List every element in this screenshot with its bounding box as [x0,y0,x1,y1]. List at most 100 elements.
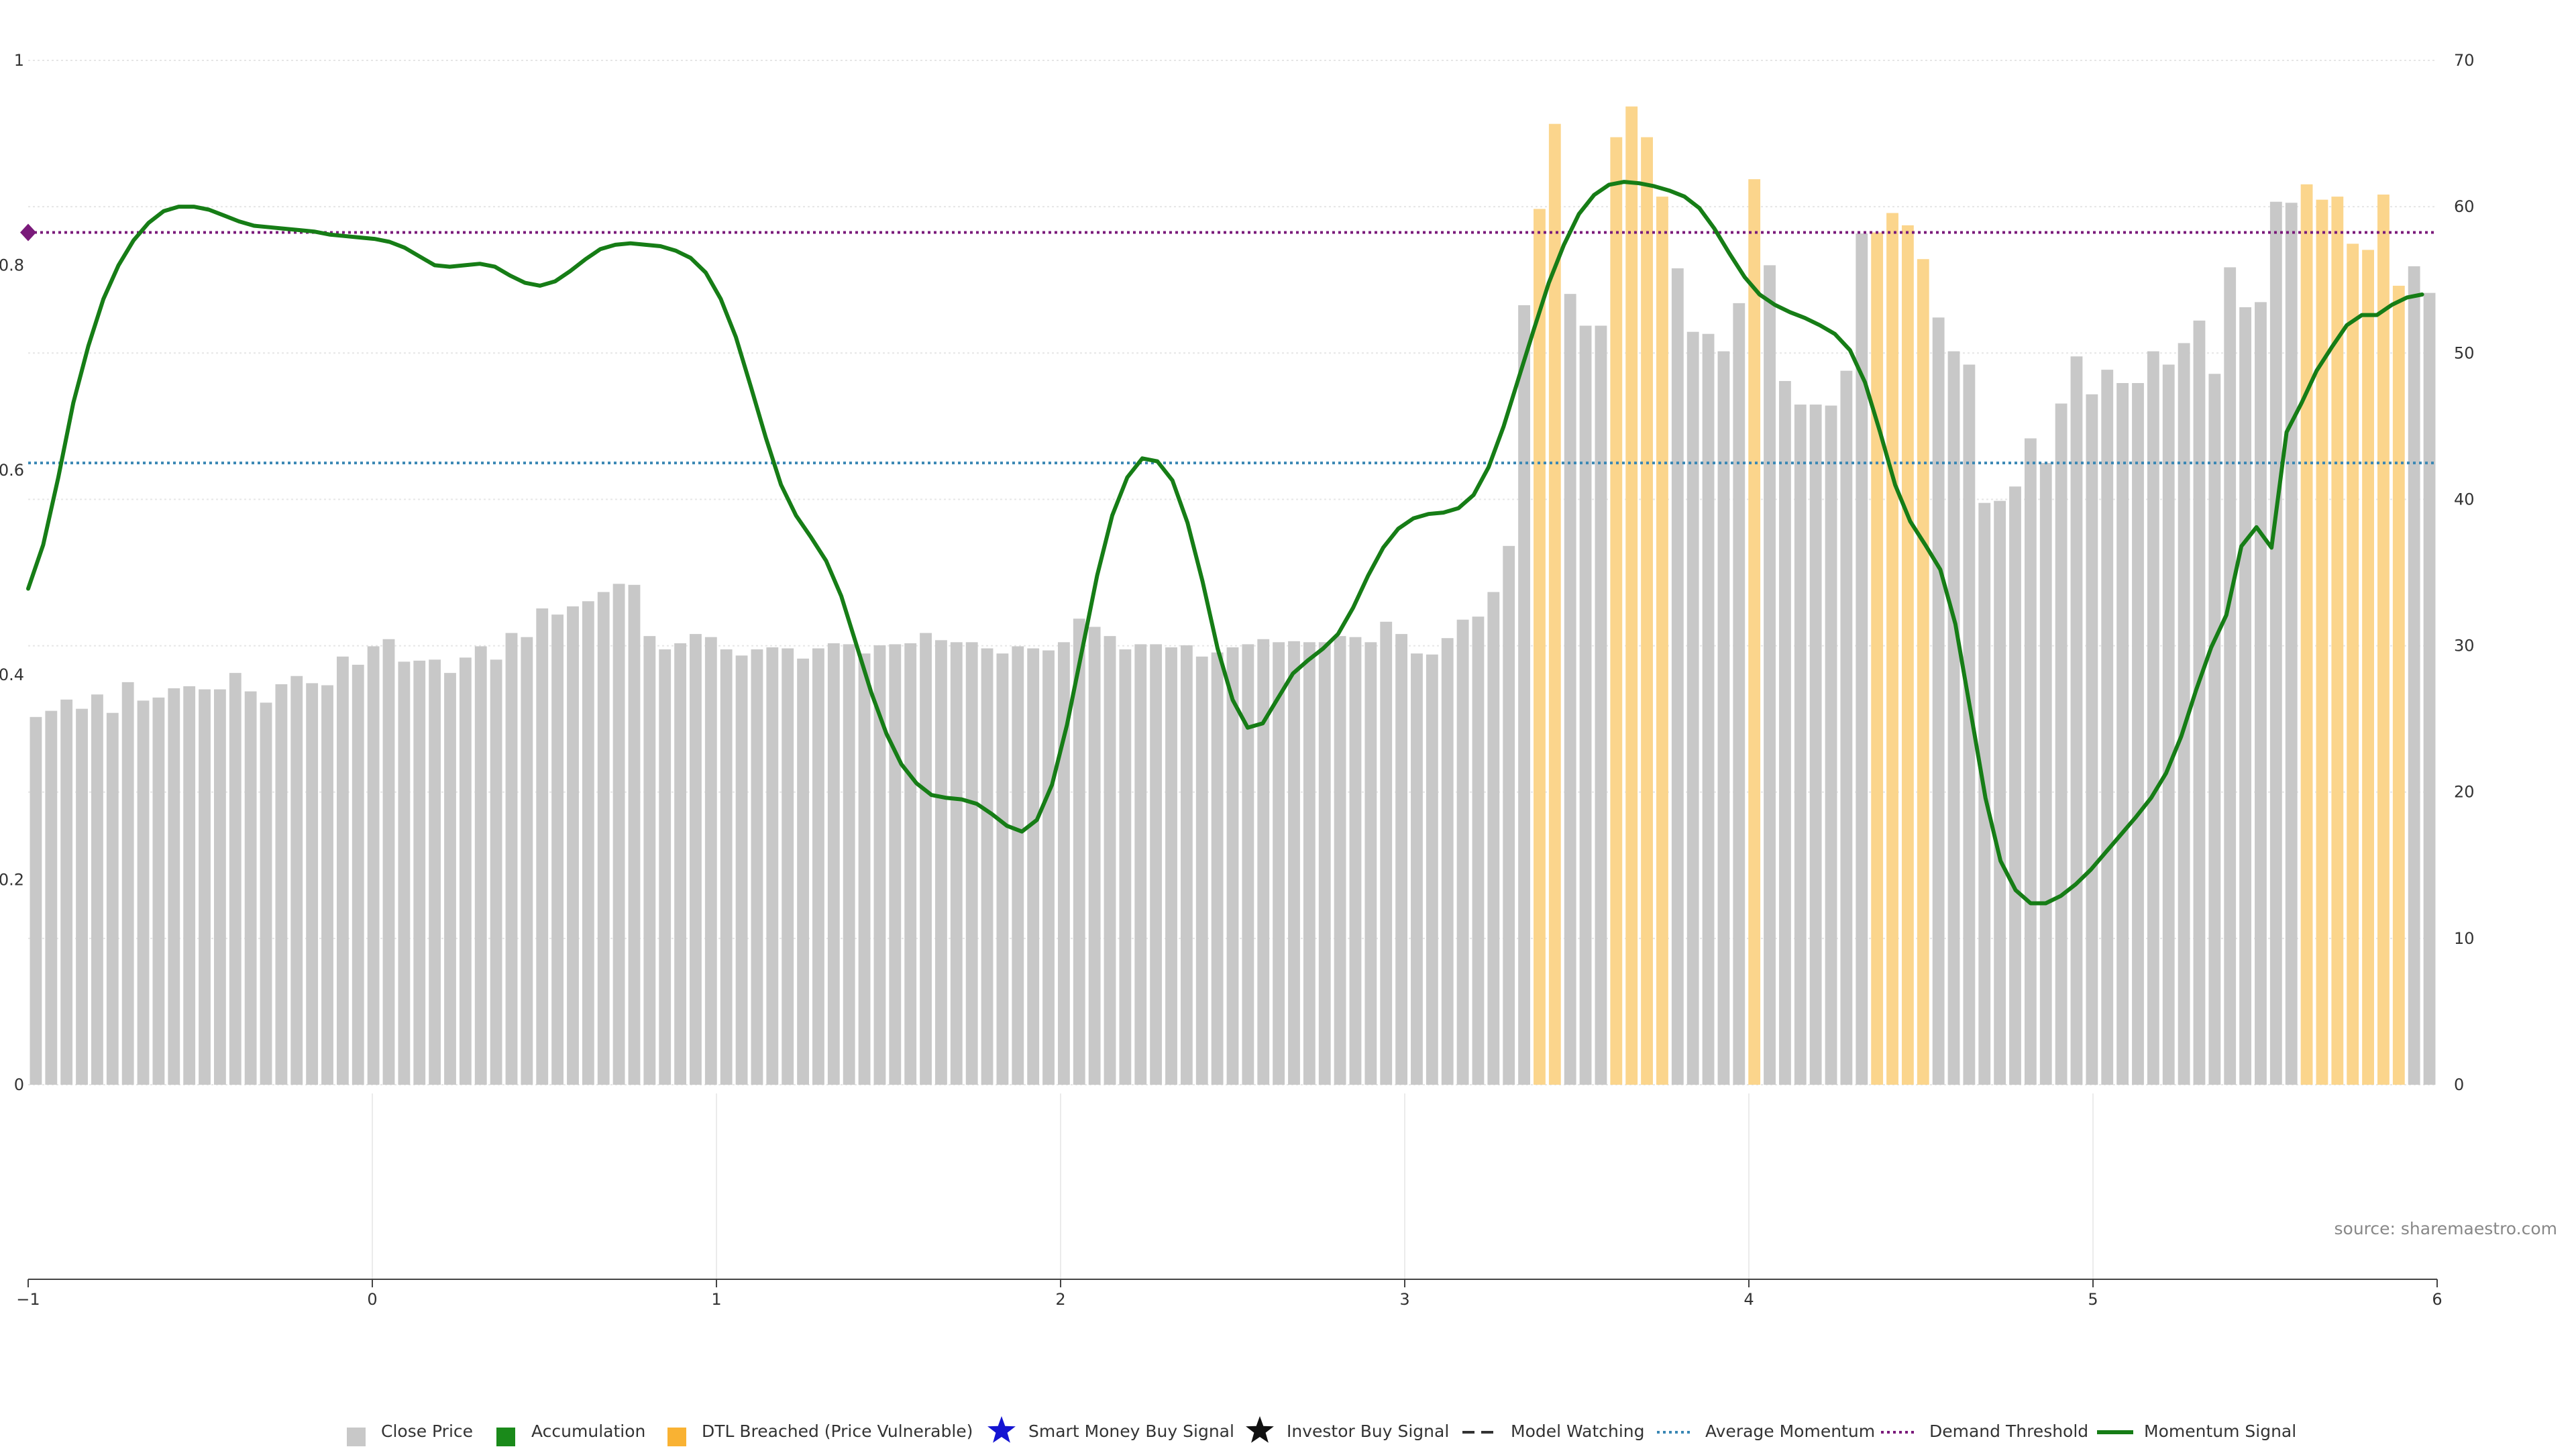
close-price-bar [1134,644,1147,1085]
close-price-bar [2070,356,2083,1085]
close-price-bar [1119,649,1132,1085]
legend-label-dtl-breached: DTL Breached (Price Vulnerable) [702,1421,973,1441]
close-price-bar [1195,656,1208,1085]
close-price-bar [1211,652,1224,1085]
close-price-bar [782,648,794,1085]
close-price-bar [1027,648,1040,1085]
close-price-bar [1702,333,1715,1085]
legend-label-average-momentum: Average Momentum [1705,1421,1875,1441]
close-price-bar [1012,646,1024,1085]
dtl-breached-bar [2331,197,2344,1085]
y-left-tick-label: 1 [14,51,24,70]
x-tick-label: 4 [1743,1290,1754,1309]
close-price-bar [567,606,579,1085]
close-price-bar [1595,325,1607,1085]
close-price-bar [168,688,180,1085]
close-price-bar [2224,267,2237,1085]
y-right-tick-label: 50 [2454,343,2475,362]
close-price-bar [382,639,395,1085]
close-price-bar [60,699,73,1085]
close-price-bar [1518,305,1530,1085]
close-price-bar [1226,647,1239,1085]
dtl-breached-bar [2300,184,2313,1085]
x-tick-label: 3 [1399,1290,1409,1309]
close-price-bar [2423,292,2436,1085]
dtl-breached-bar [1748,179,1761,1085]
y-right-tick-label: 20 [2454,783,2475,802]
close-price-bar [1717,351,1730,1085]
close-price-bar [981,648,994,1085]
close-price-bar [1273,642,1285,1085]
close-price-bar [873,645,886,1085]
dtl-breached-bar [1901,225,1914,1085]
dtl-breached-bar [2362,250,2374,1085]
y-left-tick-label: 0.2 [0,871,24,890]
close-price-bar [1073,619,1085,1085]
close-price-bar [121,682,134,1085]
x-tick-label: 1 [711,1290,721,1309]
close-price-bar [398,661,411,1085]
close-price-bar [2086,394,2098,1085]
momentum-signal-line [26,180,2424,906]
close-price-bar [950,642,963,1085]
y-right-tick-label: 60 [2454,197,2475,216]
dtl-breached-bar [1548,123,1561,1085]
close-price-bar [2408,266,2420,1085]
close-price-bar [751,649,763,1085]
x-tick-label: 0 [367,1290,377,1309]
close-price-bar [2178,343,2190,1085]
close-price-bar [1303,642,1316,1085]
close-price-bar [1994,500,2006,1085]
close-price-bar [1564,294,1576,1085]
dtl-breached-bar [1656,197,1668,1085]
close-price-bar [1764,265,1776,1085]
close-price-bar [336,656,349,1085]
bars [30,106,2436,1085]
close-price-bar [1088,627,1101,1085]
close-price-bar [505,633,518,1085]
legend-label-close-price: Close Price [381,1421,473,1441]
close-price-bar [2269,201,2282,1085]
close-price-bar [2024,438,2037,1085]
close-price-bar [2285,203,2298,1085]
y-right-tick-label: 10 [2454,929,2475,948]
smart-money-star-icon [987,1416,1016,1443]
close-price-bar [1794,405,1807,1085]
close-price-bar [996,653,1009,1085]
close-price-bar [935,640,947,1085]
close-price-bar [1825,405,1837,1085]
close-price-bar [920,633,932,1085]
close-price-bar [1364,642,1377,1085]
close-price-bar [76,708,88,1085]
close-price-bar [1318,642,1331,1085]
close-price-bar [2055,403,2068,1085]
close-price-bar [2009,486,2021,1085]
close-price-bar [275,684,288,1085]
close-price-bar [444,673,456,1085]
close-price-bar [1150,644,1163,1085]
close-price-bar [720,649,733,1085]
close-price-bar [1840,370,1853,1085]
close-price-bar [1932,317,1945,1085]
close-price-bar [413,660,426,1085]
close-price-bar [1809,405,1822,1085]
close-price-bar [1947,351,1960,1085]
close-price-bar [459,657,472,1085]
investor-star-icon [1246,1416,1274,1443]
close-price-bar [2039,463,2052,1085]
legend-swatch-close-price [347,1428,366,1446]
close-price-bar [1411,653,1423,1085]
close-price-bar [690,634,702,1085]
close-price-bar [2162,364,2175,1085]
legend-label-model-watching: Model Watching [1511,1421,1645,1441]
close-price-bar [2101,370,2114,1085]
source-label: source: sharemaestro.com [2334,1219,2558,1238]
close-price-bar [2208,374,2221,1085]
close-price-bar [1456,619,1469,1085]
close-price-bar [45,710,58,1085]
close-price-bar [597,592,610,1085]
close-price-bar [1472,616,1485,1085]
close-price-bar [1349,637,1362,1085]
close-price-bar [429,659,441,1085]
